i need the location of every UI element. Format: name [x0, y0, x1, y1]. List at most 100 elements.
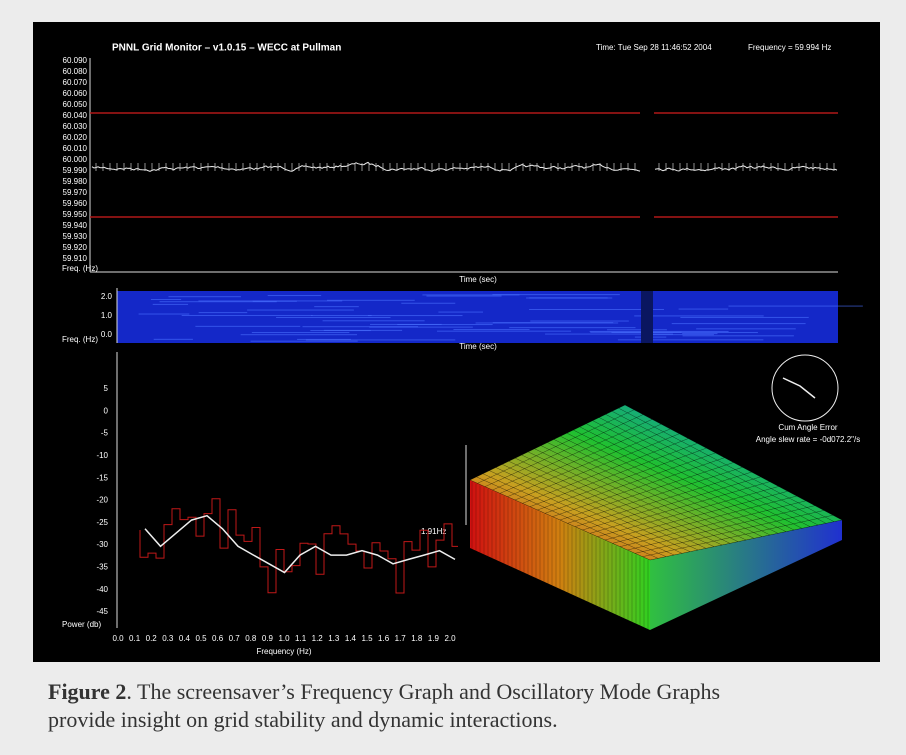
y-axis-label: Freq. (Hz) [62, 264, 98, 273]
spectrogram-streak [589, 330, 729, 332]
spectrogram-streak [509, 327, 636, 329]
y-tick-label: 59.930 [63, 232, 88, 241]
x-tick-label: 1.2 [312, 634, 324, 643]
spectrogram-streak [492, 322, 614, 324]
y-tick-label: -45 [96, 607, 108, 616]
spectrogram-streak [607, 329, 667, 331]
x-tick-label: 1.8 [411, 634, 423, 643]
y-tick-label: -30 [96, 540, 108, 549]
x-tick-label: 1.1 [295, 634, 307, 643]
spectrogram-streak [181, 314, 313, 316]
mesh-line [611, 411, 827, 524]
y-tick-label: 60.000 [63, 155, 88, 164]
y-tick-label: 59.920 [63, 243, 88, 252]
x-tick-label: 1.5 [361, 634, 373, 643]
y-tick-label: -10 [96, 451, 108, 460]
mesh-line [649, 519, 843, 561]
y-tick-label: 59.990 [63, 166, 88, 175]
spectrogram-streak [305, 339, 456, 341]
spectrogram-streak [276, 316, 391, 318]
spectrogram-streak [152, 303, 189, 305]
spectrogram-streak [159, 301, 277, 303]
mesh-line [624, 404, 843, 521]
time: Time: Tue Sep 28 11:46:52 2004 [596, 43, 712, 52]
spectrogram-streak [492, 294, 620, 296]
spectrogram-streak [367, 315, 463, 317]
spectrogram-streak [617, 339, 764, 341]
y-tick-label: -5 [101, 429, 109, 438]
spectrogram-streak [250, 340, 358, 342]
mesh-line [642, 514, 834, 557]
spectrogram-streak [322, 320, 425, 322]
spectrogram-streak [728, 305, 863, 307]
spectrogram-streak [311, 315, 372, 317]
spectrum-smooth [144, 514, 456, 574]
spectrogram-streak [682, 333, 718, 335]
x-tick-label: 0.7 [229, 634, 241, 643]
mesh-line [599, 417, 811, 527]
spectrogram-streak [370, 323, 442, 325]
mesh-line [627, 505, 815, 551]
y-tick-label: 59.960 [63, 199, 88, 208]
y-tick-label: -15 [96, 473, 108, 482]
spectrogram-streak [251, 332, 350, 334]
x-tick-label: 0.8 [245, 634, 257, 643]
surface-mesh [469, 404, 843, 630]
y-axis-label: Freq. (Hz) [62, 335, 98, 344]
spectrogram-streak [153, 338, 193, 340]
x-tick-label: 0.4 [179, 634, 191, 643]
y-tick-label: 60.040 [63, 111, 88, 120]
x-tick-label: 1.0 [278, 634, 290, 643]
spectrogram-streak [314, 306, 359, 308]
y-tick-label: 59.910 [63, 254, 88, 263]
mesh-line [605, 414, 819, 526]
spectrum-step [139, 498, 458, 594]
surface-side [650, 520, 842, 630]
spectrogram-streak [611, 332, 758, 334]
x-tick-label: 1.3 [328, 634, 340, 643]
caption: Figure 2. The screensaver’s Frequency Gr… [48, 678, 788, 734]
spectrogram-streak [397, 324, 493, 326]
y-tick-label: 2.0 [101, 292, 113, 301]
spectrogram-streak [247, 309, 354, 311]
slew-rate: Angle slew rate = -0d072.2"/s [756, 435, 860, 444]
spectrogram-streak [682, 335, 794, 337]
spectrogram-streak [453, 329, 530, 331]
x-tick-label: 2.0 [444, 634, 456, 643]
spectrogram-streak [327, 299, 415, 301]
x-tick-label: 0.0 [112, 634, 124, 643]
spectrogram-streak [310, 330, 371, 332]
spectrogram-streak [422, 294, 520, 296]
x-axis-label: Time (sec) [459, 342, 497, 351]
spectrogram-streak [195, 325, 301, 327]
y-tick-label: -40 [96, 585, 108, 594]
spectrogram-streak [426, 295, 502, 297]
x-tick-label: 1.6 [378, 634, 390, 643]
spectrogram-streak [168, 296, 241, 298]
y-tick-label: 0 [104, 406, 109, 415]
spectrogram-streak [401, 302, 456, 304]
spectrogram-streak [150, 299, 182, 301]
spectrogram-streak [671, 323, 806, 325]
spectrogram-streak [545, 333, 673, 335]
spectrogram-streak [680, 316, 809, 318]
y-tick-label: 60.090 [63, 56, 88, 65]
spectrogram-streak [437, 330, 572, 332]
y-tick-label: -20 [96, 496, 108, 505]
y-tick-label: 60.060 [63, 89, 88, 98]
x-axis-label: Frequency (Hz) [256, 647, 311, 656]
angle-title: Cum Angle Error [778, 423, 837, 432]
spectrogram-streak [634, 315, 764, 317]
frequency-trace [654, 165, 838, 172]
y-tick-label: 60.020 [63, 133, 88, 142]
spectrogram-streak [645, 334, 714, 336]
caption-label: Figure 2 [48, 679, 127, 704]
frequency-readout: Frequency = 59.994 Hz [748, 43, 831, 52]
spectrogram-streak [297, 338, 351, 340]
spectrogram-streak [267, 295, 322, 297]
x-tick-label: 1.4 [345, 634, 357, 643]
spectrogram-gap [641, 291, 653, 343]
peak-marker: 1.91Hz [421, 527, 446, 536]
x-axis-label: Time (sec) [459, 275, 497, 284]
spectrogram-streak [529, 309, 665, 311]
